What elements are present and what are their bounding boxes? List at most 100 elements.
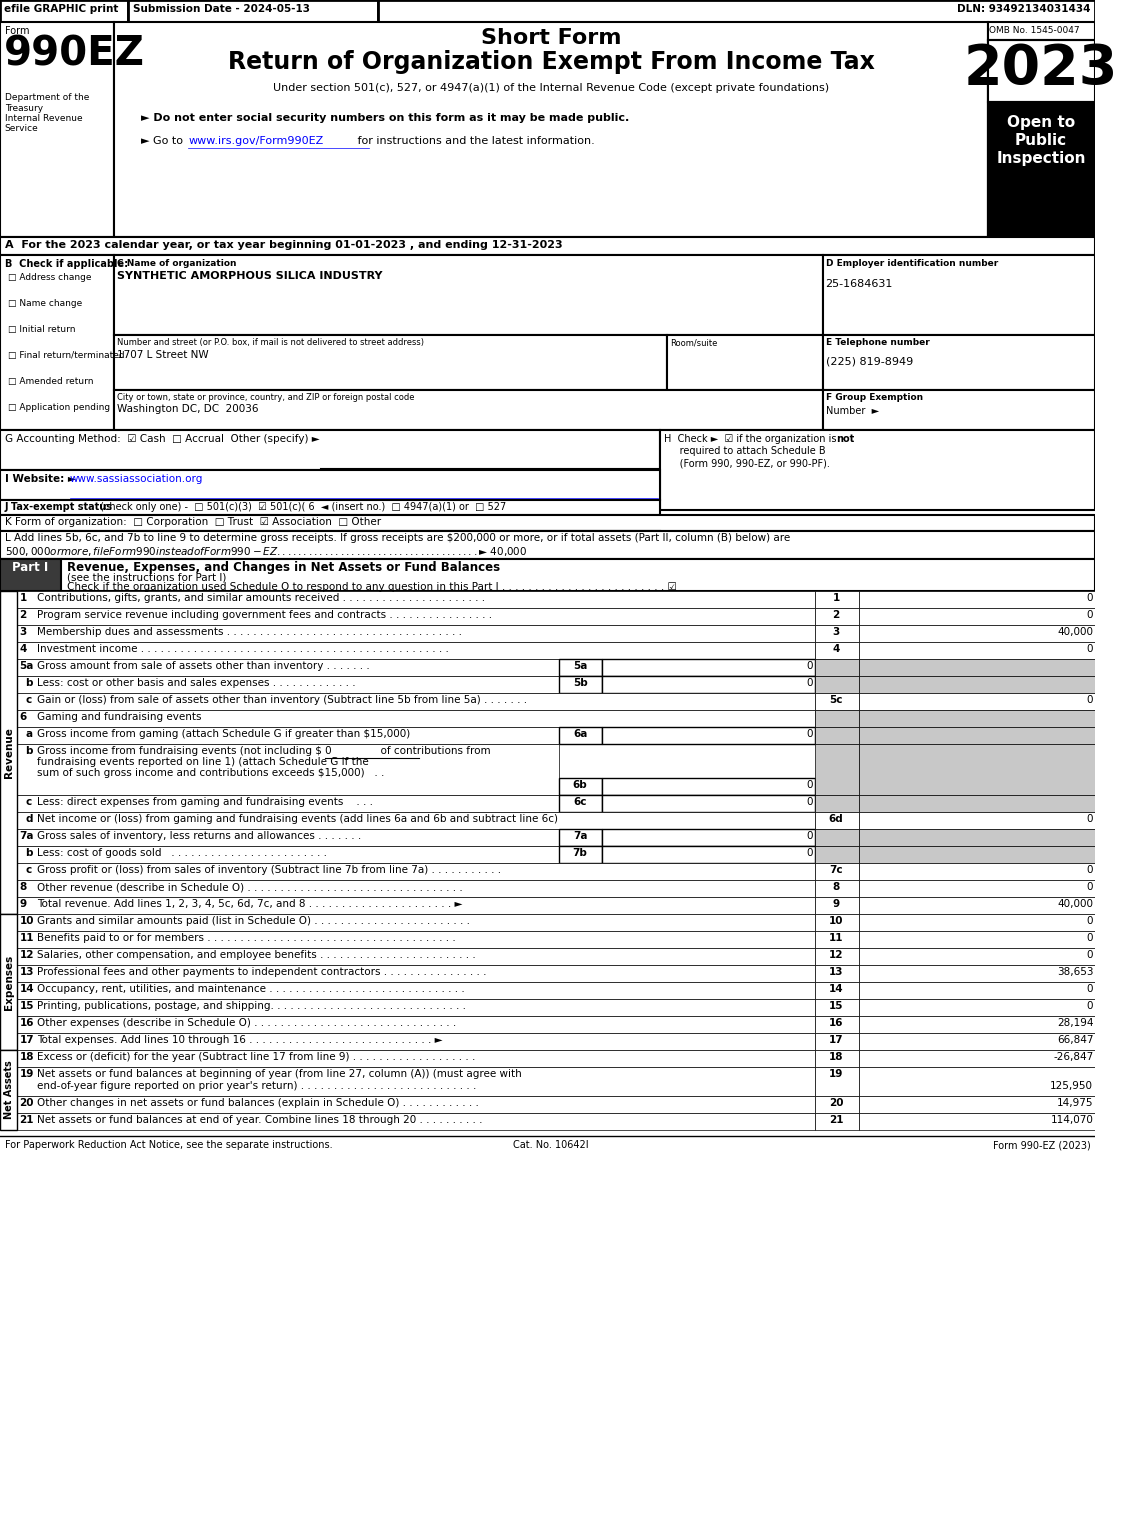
Text: 0: 0 <box>806 831 813 840</box>
Text: 2: 2 <box>19 610 27 621</box>
Text: A  For the 2023 calendar year, or tax year beginning 01-01-2023 , and ending 12-: A For the 2023 calendar year, or tax yea… <box>5 239 562 250</box>
Bar <box>858 1032 1095 1051</box>
Bar <box>858 811 1095 830</box>
Text: 2: 2 <box>832 610 840 621</box>
Text: □ Amended return: □ Amended return <box>8 377 94 386</box>
Text: 0: 0 <box>1087 917 1093 926</box>
Text: b: b <box>25 848 33 859</box>
Text: end-of-year figure reported on prior year's return) . . . . . . . . . . . . . . : end-of-year figure reported on prior yea… <box>37 1081 476 1090</box>
Text: 15: 15 <box>829 1000 843 1011</box>
Text: Program service revenue including government fees and contracts . . . . . . . . : Program service revenue including govern… <box>37 610 492 621</box>
Bar <box>17 913 815 930</box>
Bar <box>17 592 815 608</box>
Bar <box>0 0 128 21</box>
Bar <box>559 830 603 846</box>
Bar <box>0 470 659 500</box>
Text: b: b <box>25 679 33 688</box>
Text: SYNTHETIC AMORPHOUS SILICA INDUSTRY: SYNTHETIC AMORPHOUS SILICA INDUSTRY <box>117 271 383 281</box>
Bar <box>858 913 1095 930</box>
Bar <box>0 592 17 913</box>
Text: J Tax-exempt status: J Tax-exempt status <box>5 502 113 512</box>
Text: 0: 0 <box>806 848 813 859</box>
Text: 28,194: 28,194 <box>1057 1019 1093 1028</box>
Bar <box>988 102 1095 236</box>
Bar <box>815 880 858 897</box>
Text: 15: 15 <box>19 1000 34 1011</box>
Bar <box>858 642 1095 659</box>
Bar <box>559 846 603 863</box>
Text: c: c <box>25 865 32 875</box>
Text: Inspection: Inspection <box>996 151 1086 166</box>
Text: City or town, state or province, country, and ZIP or foreign postal code: City or town, state or province, country… <box>117 393 414 403</box>
Text: 38,653: 38,653 <box>1057 967 1093 978</box>
Text: ► Do not enter social security numbers on this form as it may be made public.: ► Do not enter social security numbers o… <box>141 113 629 124</box>
Text: 0: 0 <box>1087 610 1093 621</box>
Bar <box>0 560 1095 592</box>
Text: 18: 18 <box>19 1052 34 1061</box>
Bar <box>858 982 1095 999</box>
Text: Room/suite: Room/suite <box>671 339 718 348</box>
Bar <box>858 965 1095 982</box>
Bar <box>858 727 1095 744</box>
Text: 125,950: 125,950 <box>1050 1081 1093 1090</box>
Bar <box>17 965 815 982</box>
Text: Revenue: Revenue <box>3 727 14 778</box>
Text: D Employer identification number: D Employer identification number <box>825 259 998 268</box>
Bar <box>17 711 815 727</box>
Bar <box>858 795 1095 811</box>
Text: 11: 11 <box>829 933 843 942</box>
Text: 0: 0 <box>1087 695 1093 705</box>
Text: 19: 19 <box>19 1069 34 1080</box>
Bar <box>815 1016 858 1032</box>
Text: 0: 0 <box>1087 984 1093 994</box>
Bar <box>858 1096 1095 1113</box>
Text: L Add lines 5b, 6c, and 7b to line 9 to determine gross receipts. If gross recei: L Add lines 5b, 6c, and 7b to line 9 to … <box>5 534 790 543</box>
Text: Less: cost or other basis and sales expenses . . . . . . . . . . . . .: Less: cost or other basis and sales expe… <box>37 679 356 688</box>
Text: not: not <box>837 435 855 444</box>
Bar <box>17 982 815 999</box>
Bar <box>0 1051 17 1130</box>
Text: Less: cost of goods sold   . . . . . . . . . . . . . . . . . . . . . . . .: Less: cost of goods sold . . . . . . . .… <box>37 848 327 859</box>
Text: 40,000: 40,000 <box>1057 900 1093 909</box>
Text: Benefits paid to or for members . . . . . . . . . . . . . . . . . . . . . . . . : Benefits paid to or for members . . . . … <box>37 933 456 942</box>
Text: www.irs.gov/Form990EZ: www.irs.gov/Form990EZ <box>189 136 323 146</box>
Bar <box>815 1096 858 1113</box>
Bar <box>815 711 858 727</box>
Bar <box>17 795 559 811</box>
Bar <box>17 880 815 897</box>
Bar <box>17 625 815 642</box>
Text: 1: 1 <box>832 593 840 602</box>
Text: Net Assets: Net Assets <box>3 1060 14 1119</box>
Bar <box>603 659 815 676</box>
Text: Cat. No. 10642I: Cat. No. 10642I <box>514 1141 589 1150</box>
Text: 0: 0 <box>806 798 813 807</box>
Bar <box>603 830 815 846</box>
Text: Total revenue. Add lines 1, 2, 3, 4, 5c, 6d, 7c, and 8 . . . . . . . . . . . . .: Total revenue. Add lines 1, 2, 3, 4, 5c,… <box>37 900 463 909</box>
Text: www.sassiassociation.org: www.sassiassociation.org <box>70 474 203 483</box>
Text: Occupancy, rent, utilities, and maintenance . . . . . . . . . . . . . . . . . . : Occupancy, rent, utilities, and maintena… <box>37 984 465 994</box>
Text: 1: 1 <box>19 593 27 602</box>
Text: 3: 3 <box>832 627 840 637</box>
Text: 14: 14 <box>829 984 843 994</box>
Bar <box>858 949 1095 965</box>
Bar <box>128 0 378 21</box>
Bar <box>0 560 61 592</box>
Text: DLN: 93492134031434: DLN: 93492134031434 <box>957 5 1091 14</box>
Text: 21: 21 <box>19 1115 34 1125</box>
Bar <box>858 846 1095 863</box>
Text: Form 990-EZ (2023): Form 990-EZ (2023) <box>992 1141 1091 1150</box>
Bar <box>858 1113 1095 1130</box>
Text: 1707 L Street NW: 1707 L Street NW <box>117 351 209 360</box>
Text: 14: 14 <box>19 984 34 994</box>
Text: □ Initial return: □ Initial return <box>8 325 76 334</box>
Text: Printing, publications, postage, and shipping. . . . . . . . . . . . . . . . . .: Printing, publications, postage, and shi… <box>37 1000 466 1011</box>
Bar <box>0 255 114 430</box>
Text: Gross income from fundraising events (not including $ 0: Gross income from fundraising events (no… <box>37 746 332 756</box>
Text: 5b: 5b <box>572 679 587 688</box>
Bar <box>815 692 858 711</box>
Text: 10: 10 <box>829 917 843 926</box>
Bar <box>17 608 815 625</box>
Bar <box>114 255 823 336</box>
Text: Number and street (or P.O. box, if mail is not delivered to street address): Number and street (or P.O. box, if mail … <box>117 339 425 348</box>
Bar <box>858 676 1095 692</box>
